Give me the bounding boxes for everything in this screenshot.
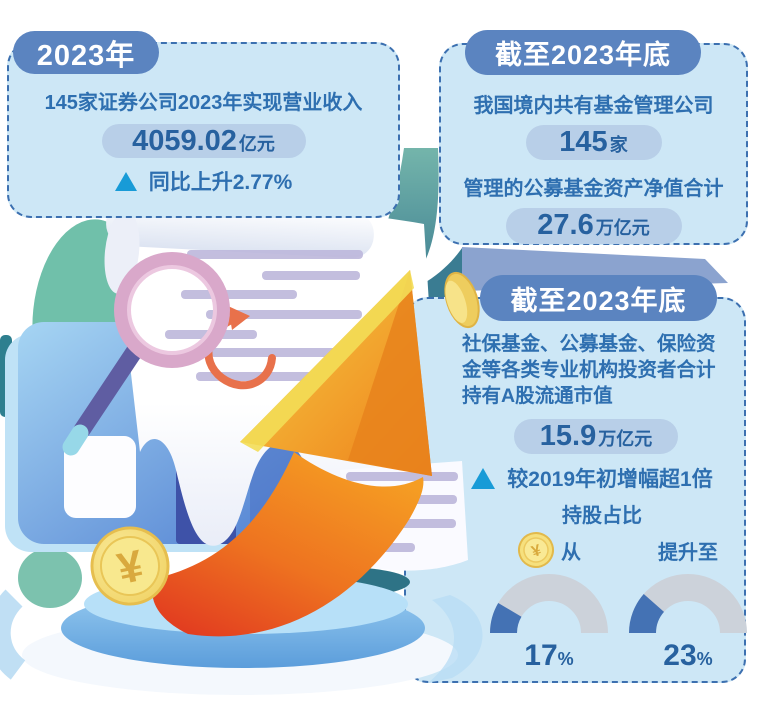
holdings-value-pill: 15.9 万亿元	[514, 419, 678, 454]
revenue-value-pill: 4059.02 亿元	[101, 124, 306, 158]
gauge-from-percent: %	[557, 649, 574, 669]
trend-hook-icon	[204, 306, 276, 390]
app-window	[5, 322, 330, 552]
up-triangle-icon	[114, 171, 137, 191]
gauge-to-percent: %	[696, 649, 713, 669]
gauge-from: ¥ 从 17%	[484, 529, 614, 673]
funds-count-pill: 145 家	[525, 125, 662, 160]
up-triangle-icon	[471, 467, 496, 489]
gauge-from-value: 17%	[484, 639, 614, 673]
holdings-unit: 万亿元	[598, 429, 653, 449]
coin-icon: ¥	[90, 526, 170, 606]
holdings-delta: 较2019年初增幅超1倍	[406, 463, 744, 493]
paper-text-lines	[165, 250, 363, 381]
growth-arrow-icon	[152, 270, 432, 637]
holdings-caption: 社保基金、公募基金、保险资金等各类专业机构投资者合计持有A股流通市值	[462, 333, 716, 407]
panel-fund-companies: 截至2023年底 我国境内共有基金管理公司 145 家 管理的公募基金资产净值合…	[439, 30, 748, 245]
gauge-from-label-row: ¥ 从	[484, 529, 614, 571]
gauge-from-number: 17	[524, 639, 558, 672]
badge-end-2023: 截至2023年底	[465, 30, 701, 75]
gauge-chart-title: 持股占比	[562, 505, 642, 527]
funds-caption-2: 管理的公募基金资产净值合计	[463, 178, 724, 200]
funds-count-unit: 家	[609, 135, 628, 155]
holdings-delta-text: 较2019年初增幅超1倍	[507, 468, 713, 491]
revenue-delta: 同比上升2.77%	[9, 166, 398, 196]
funds-caption-1: 我国境内共有基金管理公司	[473, 95, 714, 117]
funds-aum-pill: 27.6 万亿元	[505, 208, 682, 244]
badge-year: 2023年	[13, 31, 159, 74]
gauge-from-label: 从	[561, 541, 581, 564]
revenue-caption: 145家证券公司2023年实现营业收入	[44, 92, 363, 114]
badge-year-label: 2023年	[36, 39, 136, 72]
holdings-value: 15.9	[539, 420, 597, 452]
badge-end-2023-b-label: 截至2023年底	[510, 285, 687, 316]
gauge-to-number: 23	[663, 639, 697, 672]
panel-securities-revenue: 2023年 145家证券公司2023年实现营业收入 4059.02 亿元 同比上…	[7, 31, 400, 218]
gauge-to-value: 23%	[623, 639, 753, 673]
yuan-symbol: ¥	[113, 541, 148, 594]
magnifier-icon	[62, 252, 230, 456]
panel-institutional-holdings: 截至2023年底 社保基金、公募基金、保险资金等各类专业机构投资者合计持有A股流…	[404, 275, 747, 683]
holdings-gauge-chart: 持股占比 ¥ 从 17%	[462, 499, 747, 672]
badge-end-2023-label: 截至2023年底	[494, 40, 672, 70]
funds-aum-unit: 万亿元	[595, 218, 650, 238]
gauge-to: 提升至 23%	[623, 529, 753, 673]
coin-icon: ¥	[518, 532, 554, 568]
gauge-to-arc	[629, 574, 747, 634]
revenue-value: 4059.02	[132, 125, 237, 157]
revenue-delta-text: 同比上升2.77%	[148, 171, 293, 194]
funds-count: 145	[559, 126, 608, 158]
funds-aum: 27.6	[537, 209, 594, 241]
revenue-unit: 亿元	[238, 134, 275, 154]
badge-end-2023-b: 截至2023年底	[480, 275, 717, 321]
paper-scroll	[104, 200, 431, 561]
gauge-from-arc	[490, 574, 608, 634]
gauge-to-label: 提升至	[658, 541, 718, 564]
gauge-to-label-row: 提升至	[623, 529, 753, 571]
